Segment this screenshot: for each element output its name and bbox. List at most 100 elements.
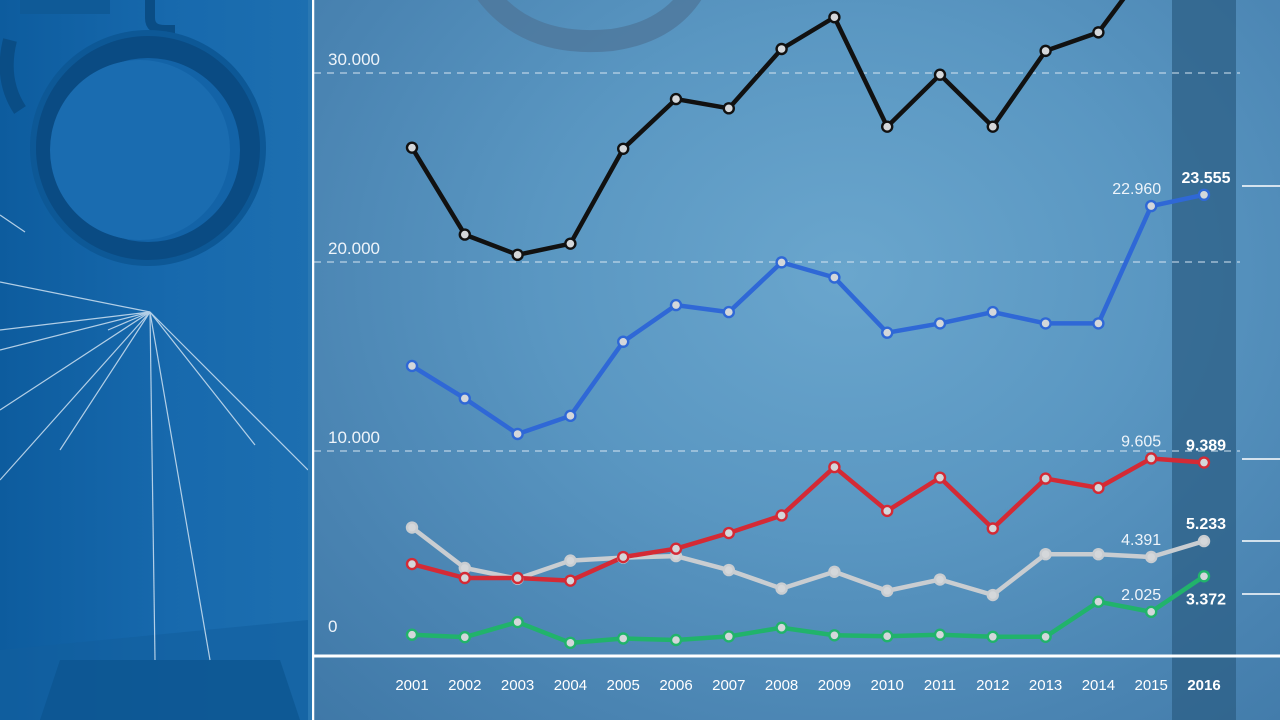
data-point-inner xyxy=(1147,553,1155,561)
data-point-inner xyxy=(461,633,469,641)
data-point-inner xyxy=(777,584,786,593)
data-point-inner xyxy=(1200,572,1208,581)
data-label: 9.389 xyxy=(1186,438,1226,455)
data-point-inner xyxy=(461,574,469,582)
data-point-inner xyxy=(1200,537,1208,545)
data-point-inner xyxy=(1041,319,1050,328)
data-point-inner xyxy=(672,636,680,644)
data-point-inner xyxy=(513,574,522,582)
data-point-inner xyxy=(830,13,839,22)
x-tick-label: 2011 xyxy=(924,677,956,694)
y-tick-label: 20.000 xyxy=(328,239,380,258)
data-point-inner xyxy=(408,143,416,152)
y-tick-label: 30.000 xyxy=(328,50,380,69)
series-line-2 xyxy=(409,456,1207,583)
series-line-1 xyxy=(409,192,1207,437)
panel-divider xyxy=(308,0,312,720)
data-point-inner xyxy=(725,529,733,537)
data-point-inner xyxy=(619,144,627,153)
chart-area: 0 10.000 20.000 30.000 2001 2002 2003 2004 2005… xyxy=(312,0,1280,720)
data-point-inner xyxy=(989,122,997,131)
data-point-inner xyxy=(830,631,839,640)
data-point-inner xyxy=(936,630,944,639)
x-tick-label: 2007 xyxy=(712,677,745,694)
data-point-inner xyxy=(408,630,416,639)
data-point-inner xyxy=(1094,484,1103,492)
y-tick-label: 10.000 xyxy=(328,428,380,447)
data-point-inner xyxy=(830,463,839,471)
data-point-inner xyxy=(408,560,416,568)
x-tick-label: 2013 xyxy=(1029,677,1062,694)
data-point-inner xyxy=(936,575,944,584)
data-point-inner xyxy=(1041,550,1050,558)
data-point-inner xyxy=(513,251,522,259)
data-point-inner xyxy=(830,273,839,282)
data-point-inner xyxy=(566,556,575,565)
data-point-inner xyxy=(830,567,839,576)
data-point-inner xyxy=(1094,28,1103,37)
line-chart: 0 10.000 20.000 30.000 2001 2002 2003 2004 2005… xyxy=(312,0,1280,720)
x-tick-label: 2008 xyxy=(765,677,798,694)
data-point-inner xyxy=(408,362,416,370)
data-point-inner xyxy=(619,337,627,346)
data-point-inner xyxy=(777,45,786,53)
data-point-inner xyxy=(725,308,733,316)
data-point-inner xyxy=(1041,47,1050,55)
data-point-inner xyxy=(989,591,997,599)
data-point-inner xyxy=(1094,319,1103,328)
data-point-inner xyxy=(566,412,575,420)
data-label: 5.233 xyxy=(1186,516,1226,533)
data-label: 23.555 xyxy=(1182,170,1231,187)
data-label: 4.391 xyxy=(1121,532,1161,549)
data-point-inner xyxy=(1200,191,1208,199)
data-point-inner xyxy=(1147,454,1155,463)
x-tick-label: 2014 xyxy=(1082,677,1115,694)
data-point-inner xyxy=(672,301,680,309)
data-point-inner xyxy=(566,239,575,248)
data-point-inner xyxy=(936,473,944,482)
x-tick-label: 2015 xyxy=(1135,677,1168,694)
data-point-inner xyxy=(566,576,575,585)
data-point-inner xyxy=(883,328,891,337)
data-point-inner xyxy=(1200,458,1208,467)
data-point-inner xyxy=(883,122,891,131)
x-tick-label: 2010 xyxy=(871,677,904,694)
data-point-inner xyxy=(989,524,997,533)
data-point-inner xyxy=(989,308,997,316)
x-tick-label: 2005 xyxy=(607,677,640,694)
data-point-inner xyxy=(777,623,786,632)
data-label: 3.372 xyxy=(1186,591,1226,608)
data-point-inner xyxy=(461,394,469,403)
data-point-inner xyxy=(725,566,733,574)
data-point-inner xyxy=(1094,597,1103,606)
x-tick-label: 2012 xyxy=(976,677,1009,694)
data-point-inner xyxy=(883,632,891,641)
data-point-inner xyxy=(1147,202,1155,210)
series-line-4 xyxy=(409,574,1207,646)
data-point-inner xyxy=(883,587,891,595)
data-point-inner xyxy=(936,70,944,79)
data-point-inner xyxy=(461,230,469,239)
data-point-inner xyxy=(883,507,891,515)
data-point-inner xyxy=(725,632,733,641)
x-tick-label: 2004 xyxy=(554,677,587,694)
data-point-inner xyxy=(408,523,416,532)
data-point-inner xyxy=(672,95,680,103)
data-point-inner xyxy=(1041,632,1050,641)
data-point-inner xyxy=(1041,474,1050,483)
decorative-illustration xyxy=(0,0,308,720)
data-point-inner xyxy=(989,632,997,641)
decorative-arc xyxy=(477,0,702,53)
data-point-inner xyxy=(513,618,522,626)
right-edge-marks xyxy=(1242,185,1280,595)
x-tick-label: 2001 xyxy=(395,677,428,694)
x-tick-label: 2016 xyxy=(1187,677,1220,694)
data-point-inner xyxy=(777,258,786,267)
left-illustration-panel xyxy=(0,0,308,720)
data-label: 2.025 xyxy=(1121,587,1161,604)
x-tick-label: 2002 xyxy=(448,677,481,694)
data-point-inner xyxy=(461,564,469,572)
data-point-inner xyxy=(566,639,575,647)
highlight-column-2016 xyxy=(1172,0,1236,720)
data-point-inner xyxy=(725,104,733,113)
